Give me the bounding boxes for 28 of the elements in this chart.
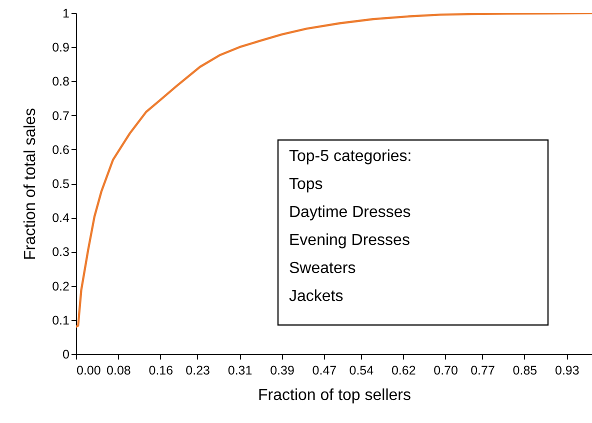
y-tick-label: 1 (62, 6, 70, 20)
x-tick-label: 0.93 (555, 364, 580, 378)
x-tick-label: 0.31 (228, 364, 252, 378)
x-tick-label: 0.77 (470, 364, 495, 378)
y-tick-label: 0.1 (52, 313, 70, 328)
y-tick-label: 0.3 (52, 245, 70, 260)
y-tick-label: 0.4 (52, 211, 70, 226)
x-tick-label: 0.70 (434, 364, 458, 378)
y-axis-title: Fraction of total sales (22, 108, 40, 260)
x-tick-label: 0.08 (106, 364, 131, 378)
x-tick-label: 0.54 (349, 364, 374, 378)
y-tick-label: 0.2 (52, 279, 70, 294)
y-tick-label: 0.5 (52, 177, 70, 191)
x-tick-label: 0.62 (391, 364, 416, 378)
line-series (76, 13, 592, 328)
y-tick-label: 0 (62, 348, 70, 362)
x-tick-label: 0.85 (512, 364, 538, 378)
x-tick-label: 0.39 (270, 364, 294, 378)
x-tick-label: 0.47 (312, 364, 337, 378)
x-tick-label: 0.23 (186, 364, 210, 378)
y-tick-label: 0.7 (52, 108, 70, 123)
y-tick-label: 0.6 (52, 142, 70, 157)
x-tick-label: 0.00 (76, 364, 101, 378)
y-tick-label: 0.8 (52, 74, 70, 89)
y-tick-label: 0.9 (52, 40, 70, 55)
x-tick-label: 0.16 (148, 364, 174, 378)
x-axis-title: Fraction of top sellers (258, 387, 411, 404)
annotation: Top-5 categories: Tops Daytime Dresses Evening Dresses Sweaters Jackets (289, 148, 412, 305)
